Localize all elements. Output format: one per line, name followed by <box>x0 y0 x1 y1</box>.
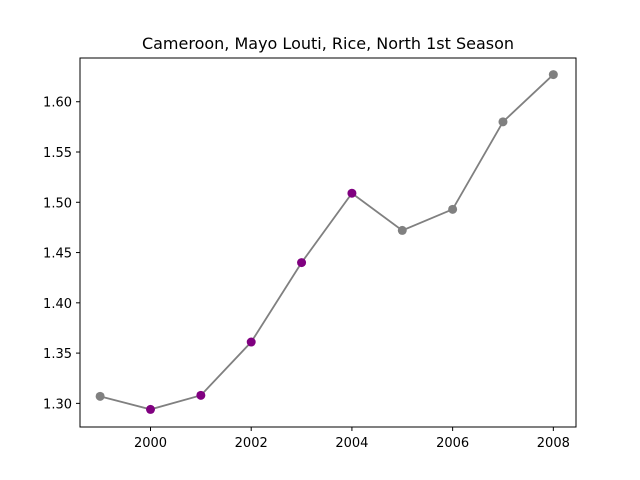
y-tick-label: 1.45 <box>43 247 72 262</box>
x-tick-label: 2008 <box>537 436 570 451</box>
data-point <box>196 390 206 400</box>
y-tick-label: 1.35 <box>43 347 72 362</box>
plot-area <box>95 70 558 414</box>
y-axis: 1.30 1.35 1.40 1.45 1.50 1.55 1.60 <box>43 96 80 412</box>
y-tick-label: 1.55 <box>43 146 72 161</box>
axes-frame <box>79 57 577 428</box>
x-axis: 2000 2002 2004 2006 2008 <box>134 427 570 451</box>
chart-title: Cameroon, Mayo Louti, Rice, North 1st Se… <box>142 34 514 53</box>
data-point <box>347 188 357 198</box>
y-tick-label: 1.50 <box>43 196 72 211</box>
data-point <box>397 225 407 235</box>
x-tick-label: 2004 <box>335 436 368 451</box>
x-tick-label: 2002 <box>235 436 268 451</box>
data-point <box>246 337 256 347</box>
x-tick-label: 2006 <box>436 436 469 451</box>
series-line <box>99 73 554 411</box>
data-point <box>448 204 458 214</box>
data-point <box>297 258 307 268</box>
data-point <box>548 70 558 80</box>
x-tick-label: 2000 <box>134 436 167 451</box>
data-point <box>498 117 508 127</box>
y-tick-label: 1.30 <box>43 397 72 412</box>
y-tick-label: 1.40 <box>43 297 72 312</box>
y-tick-label: 1.60 <box>43 96 72 111</box>
data-point <box>95 391 105 401</box>
data-point <box>145 404 155 414</box>
